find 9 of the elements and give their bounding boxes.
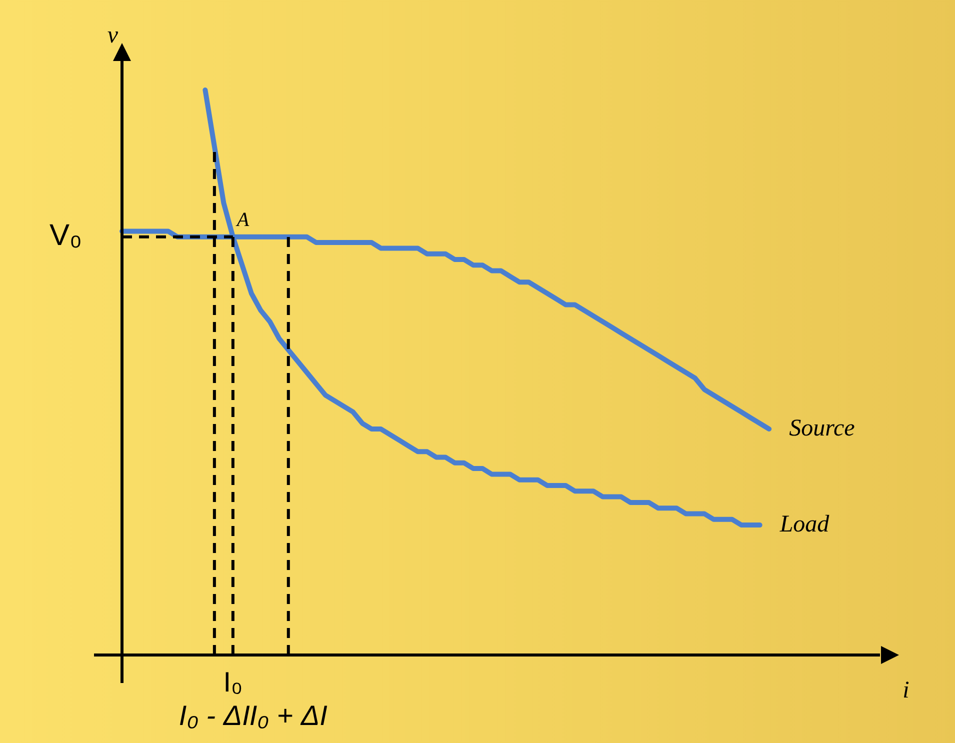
x-tick-label: I₀ + ΔI	[249, 700, 328, 732]
annotation: A	[234, 209, 250, 232]
series-label: Source	[789, 415, 856, 442]
x-tick-label: I₀ - ΔI	[178, 700, 250, 732]
series-label: Load	[778, 511, 830, 538]
ref-line-label: V₀	[50, 219, 82, 252]
y-axis-title: v	[107, 22, 118, 48]
x-tick-label: I₀	[223, 666, 243, 698]
x-axis-title: i	[902, 677, 910, 704]
